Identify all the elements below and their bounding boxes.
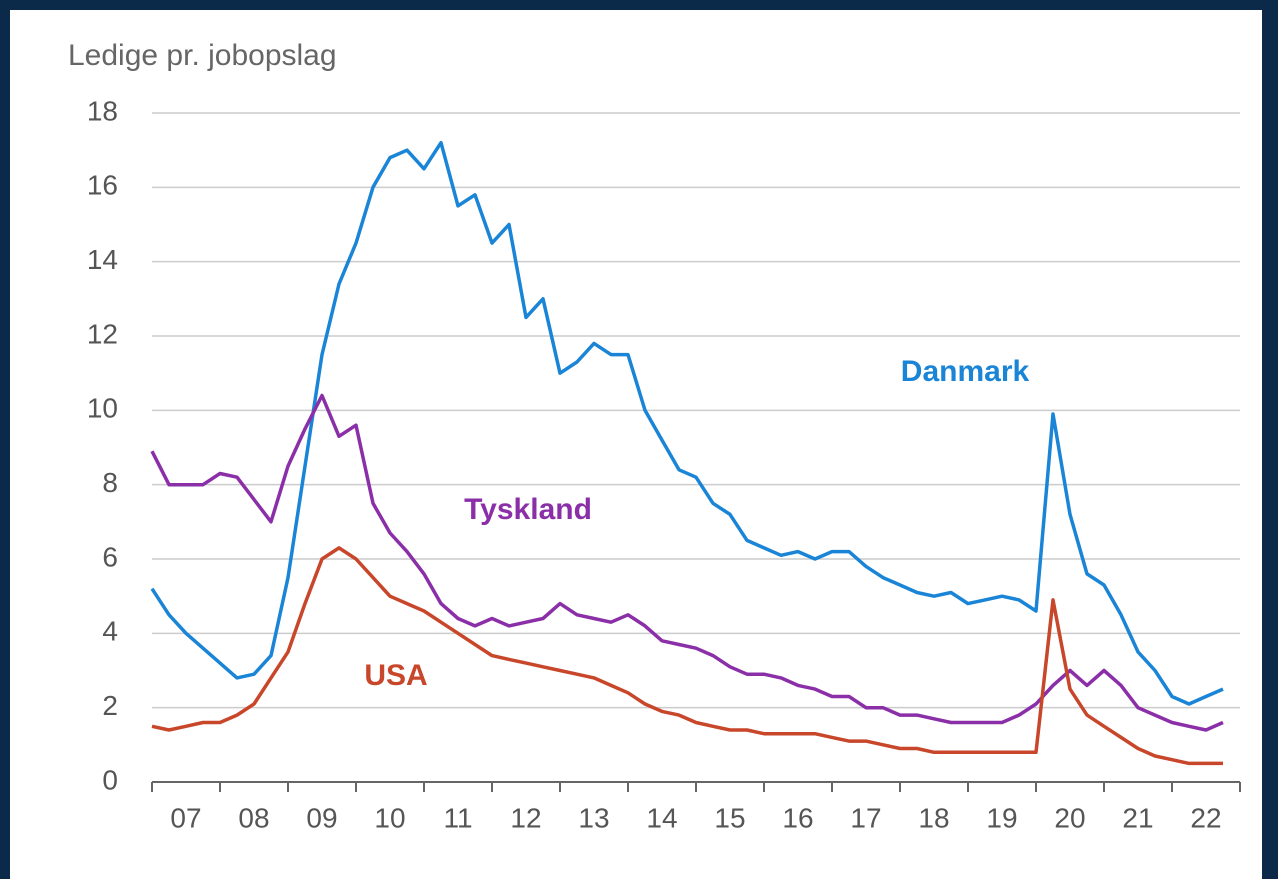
y-tick-label: 8 (102, 467, 118, 498)
y-tick-label: 18 (87, 95, 118, 126)
x-tick-label: 14 (646, 802, 677, 833)
y-tick-label: 12 (87, 318, 118, 349)
x-tick-label: 17 (850, 802, 881, 833)
x-tick-label: 16 (782, 802, 813, 833)
series-label: USA (364, 659, 427, 692)
x-tick-label: 10 (374, 802, 405, 833)
y-tick-label: 2 (102, 690, 118, 721)
grid: 0 2 4 6 8 10 12 14 16 18 07 08 09 10 11 12 13 14 15 16 17 18 1… (87, 95, 1241, 833)
x-tick-label: 21 (1122, 802, 1153, 833)
x-tick-label: 20 (1054, 802, 1085, 833)
series-line (151, 546, 1223, 766)
y-tick-label: 4 (102, 616, 118, 647)
lines (150, 140, 1224, 766)
y-tick-label: 10 (87, 393, 118, 424)
x-tick-label: 08 (238, 802, 269, 833)
x-tick-label: 12 (510, 802, 541, 833)
series-line (150, 140, 1224, 706)
y-axis-label: Ledige pr. jobopslag (68, 39, 337, 72)
x-tick-label: 13 (578, 802, 609, 833)
x-tick-label: 19 (986, 802, 1017, 833)
x-tick-label: 11 (443, 802, 472, 833)
x-tick-label: 09 (306, 802, 337, 833)
x-tick-label: 22 (1190, 802, 1221, 833)
y-tick-label: 16 (87, 170, 118, 201)
x-tick-label: 07 (170, 802, 201, 833)
y-tick-label: 6 (102, 541, 118, 572)
series-line (150, 393, 1224, 732)
chart: Ledige pr. jobopslag 0 2 4 6 8 10 12 14 16 18 07 08… (68, 39, 1241, 833)
x-tick-label: 15 (714, 802, 745, 833)
y-tick-label: 0 (102, 764, 118, 795)
series-label: Danmark (901, 355, 1030, 388)
chart-frame: Ledige pr. jobopslag 0 2 4 6 8 10 12 14 16 18 07 08… (10, 10, 1262, 879)
series-label: Tyskland (464, 493, 592, 526)
x-tick-label: 18 (918, 802, 949, 833)
y-tick-label: 14 (87, 244, 118, 275)
